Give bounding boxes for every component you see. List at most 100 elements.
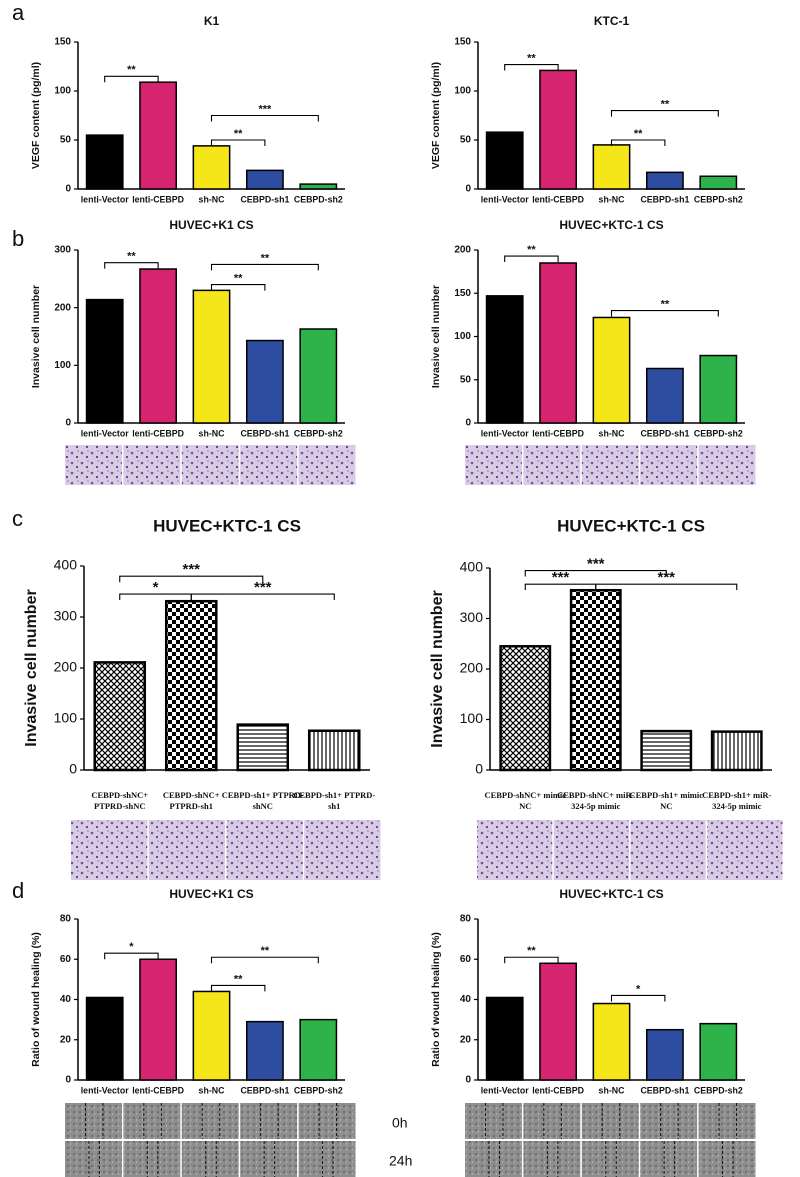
micrograph: [181, 445, 239, 485]
y-tick-label: 300: [460, 609, 484, 625]
bar: [299, 1018, 338, 1081]
x-tick-label: CEBPD-shNC+ mimic NC: [484, 790, 567, 811]
wound-image: [698, 1141, 756, 1177]
time-label: 24h: [389, 1153, 412, 1169]
significance-bracket: [104, 75, 159, 83]
x-tick-label: CEBPD-sh2: [294, 428, 343, 438]
y-axis-label: Ratio of wound healing (%): [430, 932, 442, 1067]
x-tick-label: CEBPD-sh2: [294, 1085, 343, 1095]
y-tick-label: 200: [454, 245, 471, 256]
significance-label: ***: [254, 579, 272, 596]
wound-image: [640, 1103, 698, 1139]
significance-label: **: [261, 945, 270, 957]
y-tick-label: 50: [460, 374, 472, 385]
chart-title: HUVEC+KTC-1 CS: [559, 887, 663, 901]
micrograph: [477, 820, 553, 880]
significance-label: **: [234, 128, 243, 140]
y-tick-label: 0: [475, 761, 483, 777]
y-axis-label: Ratio of wound healing (%): [30, 932, 42, 1067]
chart-title: HUVEC+K1 CS: [169, 218, 253, 232]
significance-bracket: [524, 569, 667, 577]
wound-image: [698, 1103, 756, 1139]
y-tick-label: 100: [54, 710, 78, 726]
micrograph: [523, 445, 581, 485]
x-tick-label: CEBPD-sh1+ mimic NC: [629, 790, 704, 811]
x-tick-label: CEBPD-sh1: [640, 428, 689, 438]
chart-title: HUVEC+KTC-1 CS: [153, 516, 301, 535]
bar: [699, 1022, 738, 1081]
significance-bracket: [504, 255, 559, 263]
significance-label: ***: [182, 561, 200, 578]
x-tick-label: CEBPD-sh1+ PTPRD-sh1: [293, 790, 376, 811]
x-tick-label: lenti-Vector: [81, 1085, 129, 1095]
significance-label: **: [234, 273, 243, 285]
y-tick-label: 0: [69, 761, 77, 777]
y-tick-label: 150: [454, 288, 471, 299]
micrograph: [226, 820, 303, 880]
y-tick-label: 150: [54, 37, 71, 48]
x-tick-label: CEBPD-sh2: [294, 194, 343, 204]
bar: [299, 328, 338, 424]
significance-label: ***: [258, 103, 272, 115]
significance-bracket: [119, 575, 264, 583]
significance-label: **: [234, 973, 243, 985]
bar: [245, 339, 284, 424]
y-tick-label: 0: [465, 418, 471, 429]
x-tick-label: CEBPD-sh2: [694, 428, 743, 438]
micrograph: [240, 445, 298, 485]
y-tick-label: 100: [54, 360, 71, 371]
y-tick-label: 300: [54, 245, 71, 256]
significance-bracket: [210, 284, 266, 291]
bar: [569, 588, 622, 772]
x-tick-label: lenti-Vector: [481, 428, 529, 438]
significance-label: **: [261, 252, 270, 264]
y-tick-label: 60: [60, 954, 72, 965]
panel-label: d: [12, 878, 24, 903]
bar: [645, 1028, 684, 1081]
x-tick-label: lenti-CEBPD: [532, 194, 584, 204]
y-tick-label: 80: [60, 914, 72, 925]
x-tick-label: CEBPD-sh2: [694, 1085, 743, 1095]
significance-bracket: [210, 984, 266, 992]
bar: [645, 367, 684, 424]
x-tick-label: lenti-Vector: [81, 194, 129, 204]
y-tick-label: 20: [60, 1034, 72, 1045]
x-tick-label: lenti-CEBPD: [132, 1085, 184, 1095]
micrograph: [71, 820, 148, 880]
significance-label: **: [661, 99, 670, 111]
significance-bracket: [610, 110, 719, 117]
bar: [592, 316, 631, 424]
wound-image: [240, 1141, 298, 1177]
wound-image: [523, 1141, 581, 1177]
bar: [192, 289, 231, 424]
y-axis-label: VEGF content (pg/ml): [30, 62, 42, 169]
y-tick-label: 20: [460, 1034, 472, 1045]
y-tick-label: 0: [65, 1075, 71, 1086]
micrograph: [65, 445, 122, 485]
bar: [539, 962, 578, 1081]
bar: [539, 69, 578, 190]
bar: [485, 996, 524, 1081]
bar: [192, 990, 231, 1081]
micrograph: [707, 820, 783, 880]
bar: [485, 295, 524, 424]
y-tick-label: 100: [454, 331, 471, 342]
y-tick-label: 60: [460, 954, 472, 965]
bar: [539, 262, 578, 424]
significance-bracket: [104, 952, 159, 960]
bar: [139, 958, 178, 1081]
significance-bracket: [610, 139, 666, 146]
significance-bracket: [210, 114, 319, 122]
bar: [85, 996, 124, 1081]
x-tick-label: CEBPD-sh1+ miR-324-5p mimic: [702, 790, 772, 811]
wound-image: [181, 1103, 239, 1139]
micrograph: [298, 445, 356, 485]
wound-image: [640, 1141, 698, 1177]
bar: [710, 730, 763, 772]
x-tick-label: CEBPD-sh1: [640, 194, 689, 204]
bar: [139, 268, 178, 424]
micrograph: [640, 445, 698, 485]
micrograph: [698, 445, 756, 485]
significance-label: **: [527, 52, 536, 64]
